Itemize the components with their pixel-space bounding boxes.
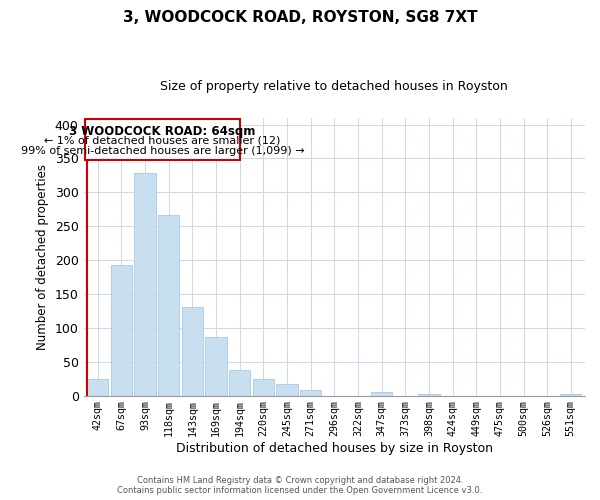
- Bar: [87, 378, 109, 396]
- Bar: [418, 394, 440, 396]
- Text: 99% of semi-detached houses are larger (1,099) →: 99% of semi-detached houses are larger (…: [21, 146, 304, 156]
- Bar: [560, 394, 581, 396]
- Text: Contains HM Land Registry data © Crown copyright and database right 2024.
Contai: Contains HM Land Registry data © Crown c…: [118, 476, 482, 495]
- Bar: [277, 384, 298, 396]
- Bar: [158, 216, 179, 396]
- Y-axis label: Number of detached properties: Number of detached properties: [36, 164, 49, 350]
- Bar: [253, 378, 274, 396]
- Bar: [134, 172, 155, 396]
- Bar: [205, 338, 227, 396]
- Title: Size of property relative to detached houses in Royston: Size of property relative to detached ho…: [160, 80, 508, 93]
- Bar: [111, 265, 132, 396]
- Text: 3 WOODCOCK ROAD: 64sqm: 3 WOODCOCK ROAD: 64sqm: [70, 124, 256, 138]
- Text: 3, WOODCOCK ROAD, ROYSTON, SG8 7XT: 3, WOODCOCK ROAD, ROYSTON, SG8 7XT: [122, 10, 478, 25]
- Text: ← 1% of detached houses are smaller (12): ← 1% of detached houses are smaller (12): [44, 136, 281, 145]
- Bar: [85, 119, 239, 160]
- X-axis label: Distribution of detached houses by size in Royston: Distribution of detached houses by size …: [176, 442, 493, 455]
- Bar: [371, 392, 392, 396]
- Bar: [229, 370, 250, 396]
- Bar: [182, 308, 203, 396]
- Bar: [300, 390, 321, 396]
